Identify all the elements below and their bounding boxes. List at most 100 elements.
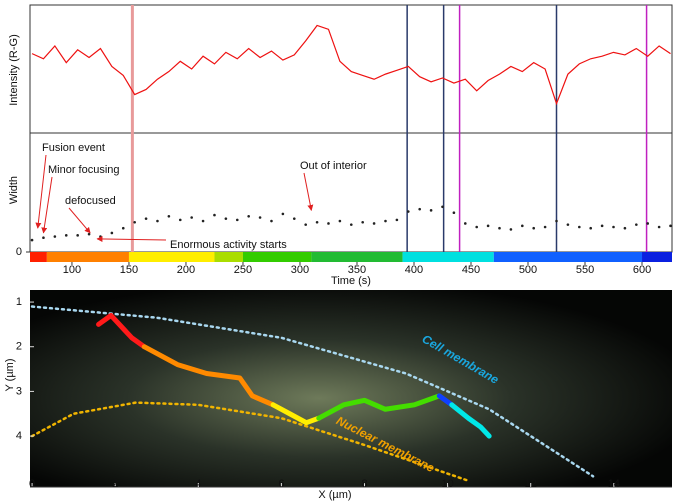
width-point <box>498 226 501 230</box>
width-point <box>349 223 353 226</box>
colorbar-segment <box>46 252 129 262</box>
width-point <box>258 216 262 219</box>
annotation-arrow <box>68 207 91 234</box>
trajectory <box>141 344 276 408</box>
width-point <box>612 225 615 229</box>
width-point <box>361 220 364 224</box>
width-point <box>99 235 102 238</box>
y-tick-label: 1 <box>16 296 22 308</box>
x-tick-label: 14 <box>608 478 620 490</box>
width-point <box>509 228 513 231</box>
trajectory <box>270 402 322 426</box>
width-point <box>578 225 581 229</box>
y-tick-label: 2 <box>16 341 22 353</box>
width-point <box>87 232 91 236</box>
width-point <box>463 222 467 225</box>
width-point <box>110 231 114 235</box>
width-point <box>486 224 490 228</box>
width-point <box>543 225 547 229</box>
x-tick-label: 550 <box>576 264 594 276</box>
width-point <box>521 224 524 228</box>
annotation: Fusion event <box>42 142 105 154</box>
x-tick-label: 300 <box>291 264 309 276</box>
colorbar-segment <box>493 252 643 262</box>
width-point <box>327 222 330 225</box>
width-point <box>201 219 205 223</box>
width-point <box>281 212 285 216</box>
colorbar-segment <box>402 252 494 262</box>
x-tick-label: 200 <box>177 264 195 276</box>
width-point <box>30 238 34 242</box>
colorbar-segment <box>214 252 243 262</box>
membrane-curve <box>30 305 595 478</box>
colorbar-segment <box>30 252 47 262</box>
y-tick-label: 4 <box>16 430 22 442</box>
width-point <box>190 216 193 219</box>
width-point <box>247 215 250 218</box>
width-point <box>429 209 433 212</box>
annotation-arrow <box>35 154 47 229</box>
x-tick-label: 100 <box>63 264 81 276</box>
width-point <box>144 217 148 220</box>
trajectory <box>316 393 442 421</box>
width-point <box>304 223 307 226</box>
y-axis-label: Y (µm) <box>4 358 16 391</box>
colorbar-segment <box>242 252 312 262</box>
width-point <box>452 211 456 215</box>
x-tick-label: 4 <box>195 478 201 490</box>
annotation: Enormous activity starts <box>170 239 287 251</box>
annotation-arrow <box>41 176 53 234</box>
width-point <box>600 224 604 228</box>
colorbar-segment <box>642 252 672 262</box>
intensity-panel <box>29 4 673 134</box>
width-point <box>53 235 57 238</box>
width-point <box>178 218 182 222</box>
width-point <box>315 220 319 224</box>
width-point <box>418 207 421 211</box>
x-tick-label: 600 <box>633 264 651 276</box>
width-point <box>635 223 638 226</box>
width-point <box>338 219 342 223</box>
width-point <box>156 219 159 223</box>
annotation: defocused <box>65 195 116 207</box>
width-point <box>133 220 136 224</box>
trajectory <box>96 312 147 350</box>
y-axis-label: Intensity (R-G) <box>8 34 20 106</box>
y-tick-label: 0 <box>16 246 22 258</box>
width-point <box>406 210 410 213</box>
width-point <box>235 218 239 222</box>
x-tick-label: 12 <box>525 478 537 490</box>
width-point <box>646 222 650 225</box>
width-point <box>372 222 376 225</box>
width-point <box>441 205 444 209</box>
width-point <box>76 234 79 237</box>
width-point <box>669 224 672 228</box>
width-point <box>555 219 558 223</box>
x-axis-label: Time (s) <box>331 275 371 287</box>
width-point <box>270 219 273 223</box>
annotation: Out of interior <box>300 160 367 172</box>
annotation-arrow <box>303 172 314 211</box>
width-point <box>475 225 478 229</box>
x-tick-label: 10 <box>441 478 453 490</box>
image-panel <box>30 290 672 487</box>
width-point <box>292 217 296 220</box>
x-tick-label: 0 <box>29 478 35 490</box>
width-point <box>657 225 661 229</box>
trajectory <box>449 402 492 439</box>
membrane-curve <box>30 401 470 482</box>
colorbar-segment <box>128 252 215 262</box>
x-tick-label: 400 <box>405 264 423 276</box>
annotation-arrow <box>96 235 167 242</box>
x-tick-label: 250 <box>234 264 252 276</box>
width-point <box>589 226 593 230</box>
colorbar-segment <box>311 252 403 262</box>
width-point <box>42 236 45 240</box>
width-point <box>532 226 536 230</box>
width-point <box>384 219 387 223</box>
x-tick-label: 350 <box>348 264 366 276</box>
annotation: Minor focusing <box>48 164 120 176</box>
width-panel <box>29 132 673 253</box>
